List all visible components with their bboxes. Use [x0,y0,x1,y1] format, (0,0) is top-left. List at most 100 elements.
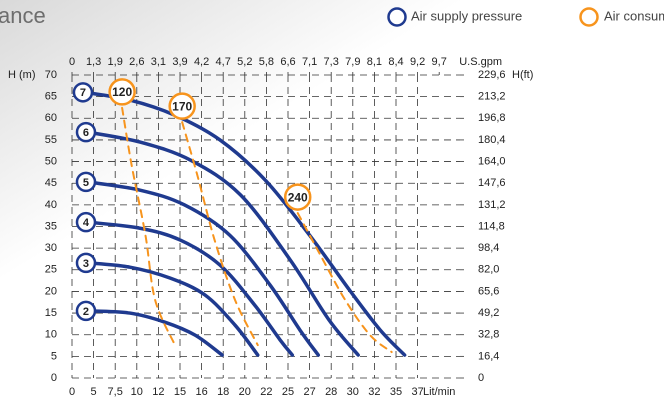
series-badge [75,252,97,274]
x-tick-label: 16 [195,386,207,398]
y-tick-label: 40 [45,199,57,211]
x-tick-label: 5 [91,386,97,398]
y-tick-label: 50 [45,155,57,167]
x-tick-label: 27 [303,386,315,398]
x-tick-label: 0 [69,386,75,398]
x2-tick-label: 8,1 [367,56,382,68]
y2-tick-label: 196,8 [478,112,506,124]
legend-swatch [387,7,407,27]
x2-tick-label: 3,9 [172,56,187,68]
series-badge [75,171,97,193]
pressure-curve [86,261,260,357]
x-tick-label: 32 [368,386,380,398]
x-tick-label: 30 [347,386,359,398]
series-label: 240 [288,190,308,204]
x2-tick-label: 8,4 [388,56,403,68]
series-label: 3 [83,258,89,270]
y-tick-label: 30 [45,242,57,254]
consumption-curve [181,121,259,347]
series-badge [168,92,196,120]
y2-tick-label: 98,4 [478,242,499,254]
pressure-curve [86,220,295,357]
x2-tick-label: 1,9 [108,56,123,68]
series-badge [72,82,94,103]
y2-tick-label: 131,2 [478,199,506,211]
x-axis-label: Lit/min [423,386,455,398]
x-tick-label: 28 [325,386,337,398]
x-tick-label: 37 [411,386,423,398]
x-tick-label: 18 [217,386,229,398]
y2-tick-label: 0 [478,372,484,384]
x-tick-label: 7,5 [108,386,123,398]
series-label: 6 [83,127,89,139]
series-label: 120 [112,85,132,99]
x2-tick-label: 5,8 [259,56,274,68]
y-tick-label: 45 [45,177,57,189]
x2-tick-label: 9,7 [432,56,447,68]
x2-tick-label: 4,2 [194,56,209,68]
consumption-curve [296,212,393,354]
series-label: 7 [80,87,86,99]
series-badge [75,211,97,233]
series-badge [75,121,97,143]
x2-tick-label: 6,6 [280,56,295,68]
y-tick-label: 10 [45,329,57,341]
y2-tick-label: 32,8 [478,329,499,341]
x2-tick-label: 3,1 [151,56,166,68]
x2-tick-label: 7,9 [345,56,360,68]
x-tick-label: 20 [239,386,251,398]
series-badge [283,183,312,211]
pressure-curve [86,180,320,357]
x2-tick-label: 4,7 [216,56,231,68]
series-badge [75,300,97,322]
pressure-curve [86,309,224,357]
y-tick-label: 0 [51,372,57,384]
y2-tick-label: 147,6 [478,177,506,189]
y-tick-label: 65 [45,91,57,103]
x2-tick-label: 7,3 [324,56,339,68]
y-axis-label: H (m) [8,69,36,81]
series-label: 5 [83,177,89,189]
y-tick-label: 35 [45,220,57,232]
y2-tick-label: 213,2 [478,91,506,103]
x2-axis-label: U.S.gpm [459,56,502,68]
x2-tick-label: 2,6 [129,56,144,68]
y2-tick-label: 164,0 [478,155,506,167]
series-label: 4 [83,217,90,229]
y2-axis-label: H(ft) [512,69,533,81]
y2-tick-label: 180,4 [478,134,506,146]
x2-tick-label: 5,2 [237,56,252,68]
y-tick-label: 20 [45,285,57,297]
y-tick-label: 5 [51,350,57,362]
y-tick-label: 15 [45,307,57,319]
series-label: 170 [172,99,192,113]
x-tick-label: 25 [282,386,294,398]
x-tick-label: 22 [260,386,272,398]
x-tick-label: 10 [131,386,143,398]
x2-tick-label: 7,1 [302,56,317,68]
y2-tick-label: 82,0 [478,264,499,276]
y2-tick-label: 49,2 [478,307,499,319]
y-tick-label: 70 [45,69,57,81]
legend-label: Air supply pressure [411,8,522,23]
pressure-curve [86,130,360,357]
y2-tick-label: 114,8 [478,220,505,232]
chart-title: ance [0,3,46,28]
y-tick-label: 55 [45,134,57,146]
legend-swatch [579,7,599,27]
x-tick-label: 12 [152,386,164,398]
series-badge [108,78,136,106]
legend-label: Air consumption Nlt/min [604,8,664,23]
pressure-curve [83,90,407,357]
y2-tick-label: 16,4 [478,350,499,362]
y2-tick-label: 65,6 [478,285,499,297]
consumption-curve [121,106,176,347]
x-tick-label: 15 [174,386,186,398]
y-tick-label: 25 [45,264,57,276]
x2-tick-label: 1,3 [86,56,101,68]
series-label: 2 [83,306,89,318]
y2-tick-label: 229,6 [478,69,506,81]
